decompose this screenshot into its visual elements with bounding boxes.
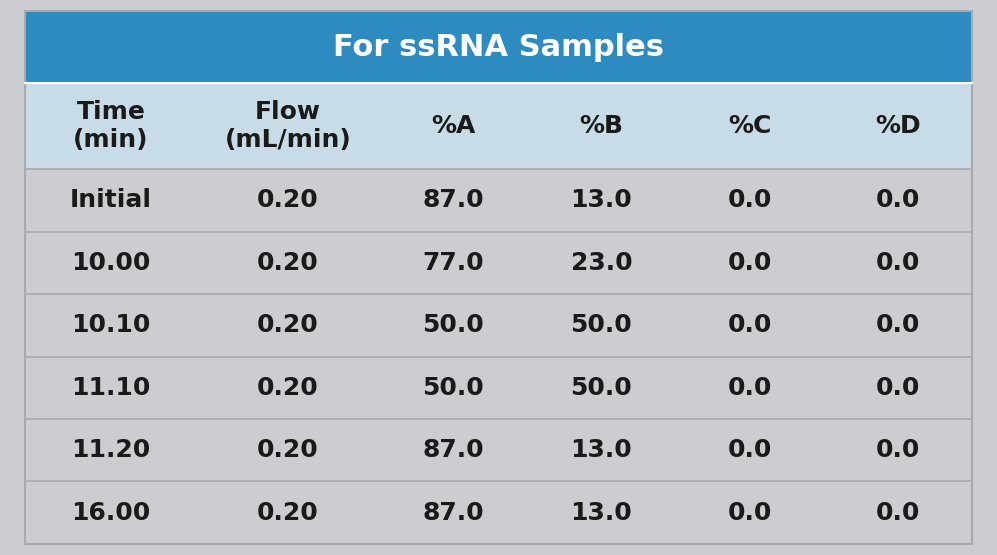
Text: 87.0: 87.0 [423, 501, 484, 524]
Text: 0.20: 0.20 [257, 189, 319, 213]
Text: 0.0: 0.0 [728, 501, 772, 524]
Text: 0.20: 0.20 [257, 438, 319, 462]
Text: 11.20: 11.20 [72, 438, 151, 462]
Text: 0.0: 0.0 [875, 314, 920, 337]
Text: 50.0: 50.0 [422, 376, 484, 400]
Text: 50.0: 50.0 [570, 376, 632, 400]
Text: 87.0: 87.0 [423, 438, 484, 462]
Text: 0.0: 0.0 [728, 314, 772, 337]
FancyBboxPatch shape [25, 419, 972, 482]
Text: 0.20: 0.20 [257, 314, 319, 337]
Text: 50.0: 50.0 [422, 314, 484, 337]
FancyBboxPatch shape [25, 169, 972, 232]
Text: Flow
(mL/min): Flow (mL/min) [224, 100, 351, 152]
Text: For ssRNA Samples: For ssRNA Samples [333, 33, 664, 62]
Text: 0.0: 0.0 [728, 251, 772, 275]
Text: 0.0: 0.0 [728, 189, 772, 213]
FancyBboxPatch shape [25, 481, 972, 544]
Text: 0.20: 0.20 [257, 501, 319, 524]
Text: 13.0: 13.0 [570, 501, 632, 524]
Text: 0.0: 0.0 [875, 501, 920, 524]
Text: 77.0: 77.0 [423, 251, 484, 275]
FancyBboxPatch shape [25, 357, 972, 419]
Text: 0.20: 0.20 [257, 251, 319, 275]
Text: %B: %B [579, 114, 623, 138]
Text: Initial: Initial [70, 189, 152, 213]
Text: 11.10: 11.10 [72, 376, 151, 400]
Text: 50.0: 50.0 [570, 314, 632, 337]
Text: 0.0: 0.0 [875, 251, 920, 275]
Text: 87.0: 87.0 [423, 189, 484, 213]
FancyBboxPatch shape [25, 11, 972, 83]
Text: 23.0: 23.0 [570, 251, 632, 275]
Text: 0.20: 0.20 [257, 376, 319, 400]
Text: %D: %D [875, 114, 921, 138]
Text: 0.0: 0.0 [875, 189, 920, 213]
Text: 13.0: 13.0 [570, 189, 632, 213]
Text: 0.0: 0.0 [875, 376, 920, 400]
Text: 10.00: 10.00 [72, 251, 151, 275]
Text: 13.0: 13.0 [570, 438, 632, 462]
Text: 0.0: 0.0 [728, 438, 772, 462]
Text: %C: %C [728, 114, 772, 138]
FancyBboxPatch shape [25, 232, 972, 294]
Text: 16.00: 16.00 [72, 501, 151, 524]
Text: %A: %A [431, 114, 476, 138]
Text: 0.0: 0.0 [875, 438, 920, 462]
Text: Time
(min): Time (min) [74, 100, 149, 152]
Text: 0.0: 0.0 [728, 376, 772, 400]
FancyBboxPatch shape [25, 294, 972, 357]
FancyBboxPatch shape [25, 83, 972, 169]
Text: 10.10: 10.10 [72, 314, 151, 337]
